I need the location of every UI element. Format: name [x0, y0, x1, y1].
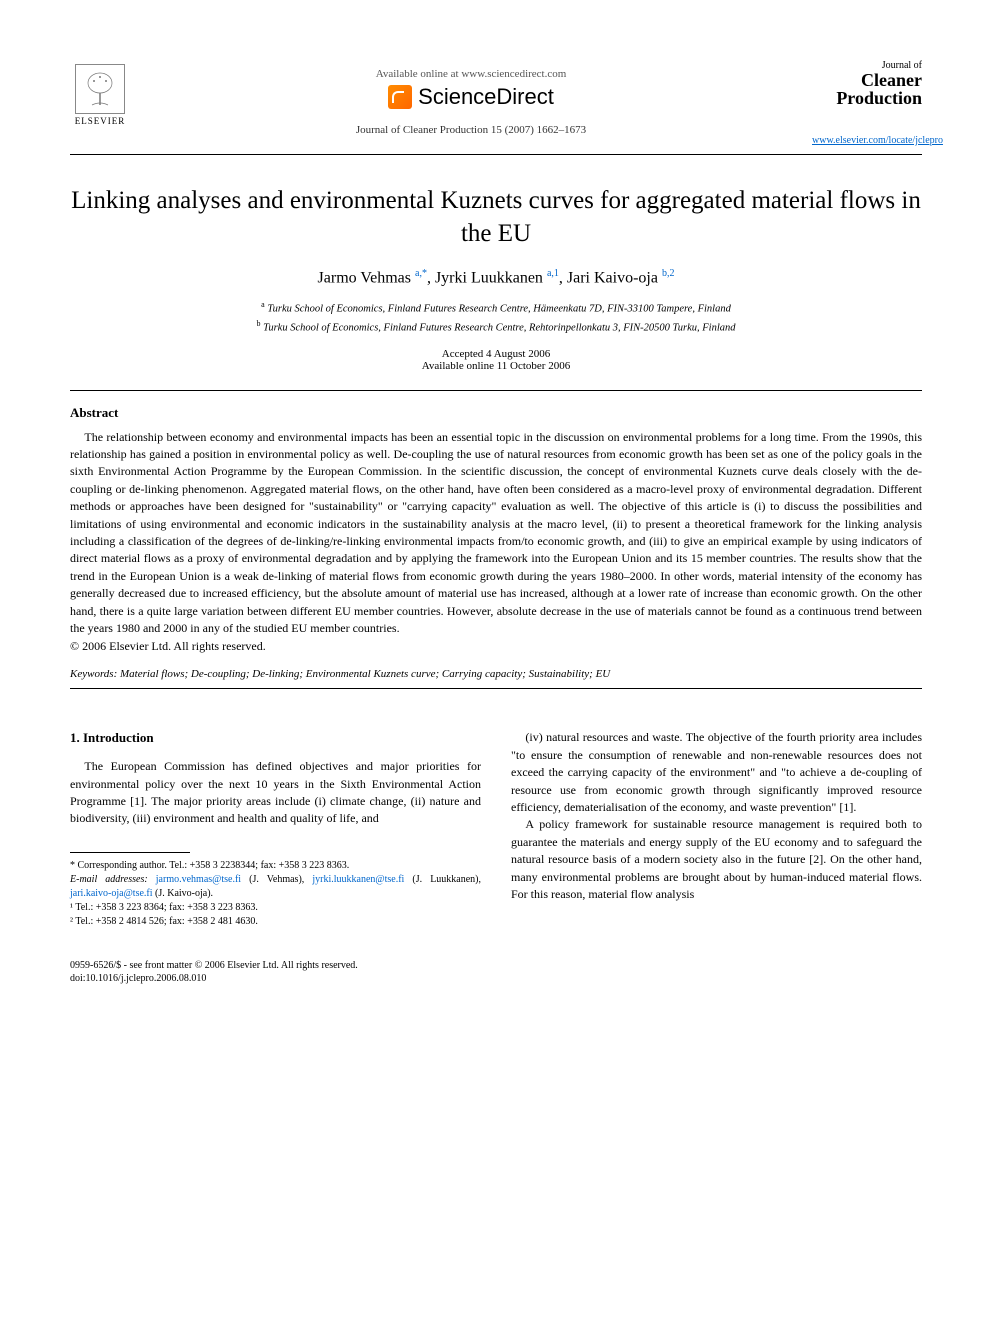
- email-link-3[interactable]: jari.kaivo-oja@tse.fi: [70, 888, 153, 899]
- affiliation-b-sup: b: [256, 319, 260, 328]
- author-3-sup: b,2: [662, 268, 675, 279]
- column-left: 1. Introduction The European Commission …: [70, 729, 481, 928]
- journal-header: ELSEVIER Available online at www.science…: [70, 60, 922, 146]
- divider: [70, 390, 922, 391]
- elsevier-label: ELSEVIER: [75, 116, 126, 126]
- center-header: Available online at www.sciencedirect.co…: [130, 60, 812, 136]
- sciencedirect-text: ScienceDirect: [418, 84, 554, 110]
- affiliation-a-sup: a: [261, 300, 265, 309]
- keywords-label: Keywords:: [70, 668, 117, 680]
- affiliation-b: b Turku School of Economics, Finland Fut…: [70, 318, 922, 336]
- email-label: E-mail addresses:: [70, 874, 148, 885]
- issn-line: 0959-6526/$ - see front matter © 2006 El…: [70, 959, 358, 972]
- col2-para1: (iv) natural resources and waste. The ob…: [511, 729, 922, 816]
- keywords-text: Material flows; De-coupling; De-linking;…: [120, 668, 610, 680]
- online-date: Available online 11 October 2006: [70, 360, 922, 372]
- journal-homepage-link[interactable]: www.elsevier.com/locate/jclepro: [812, 135, 922, 146]
- available-online-text: Available online at www.sciencedirect.co…: [130, 68, 812, 80]
- sciencedirect-icon: [388, 85, 412, 109]
- email-link-1[interactable]: jarmo.vehmas@tse.fi: [156, 874, 241, 885]
- article-title: Linking analyses and environmental Kuzne…: [70, 185, 922, 250]
- page-footer: 0959-6526/$ - see front matter © 2006 El…: [70, 959, 922, 985]
- footer-left: 0959-6526/$ - see front matter © 2006 El…: [70, 959, 358, 985]
- footnote-separator: [70, 852, 190, 853]
- author-3: Jari Kaivo-oja: [567, 269, 658, 286]
- col1-para1: The European Commission has defined obje…: [70, 758, 481, 828]
- email-who-1: (J. Vehmas),: [249, 874, 304, 885]
- copyright-text: © 2006 Elsevier Ltd. All rights reserved…: [70, 639, 922, 654]
- author-list: Jarmo Vehmas a,*, Jyrki Luukkanen a,1, J…: [70, 268, 922, 287]
- affiliations: a Turku School of Economics, Finland Fut…: [70, 299, 922, 335]
- abstract-text: The relationship between economy and env…: [70, 429, 922, 638]
- journal-logo: Journal of Cleaner Production www.elsevi…: [812, 60, 922, 146]
- col2-para2: A policy framework for sustainable resou…: [511, 816, 922, 903]
- abstract-heading: Abstract: [70, 405, 922, 421]
- affiliation-a-text: Turku School of Economics, Finland Futur…: [267, 304, 731, 315]
- author-2-sup: a,1: [547, 268, 559, 279]
- journal-logo-line2: Production: [812, 89, 922, 107]
- corresponding-author: * Corresponding author. Tel.: +358 3 223…: [70, 859, 481, 873]
- affiliation-b-text: Turku School of Economics, Finland Futur…: [263, 322, 735, 333]
- journal-logo-line1: Cleaner: [812, 71, 922, 89]
- author-1-sup: a,*: [415, 268, 427, 279]
- footnotes: * Corresponding author. Tel.: +358 3 223…: [70, 859, 481, 929]
- keywords: Keywords: Material flows; De-coupling; D…: [70, 668, 922, 680]
- section-1-heading: 1. Introduction: [70, 729, 481, 748]
- email-addresses: E-mail addresses: jarmo.vehmas@tse.fi (J…: [70, 873, 481, 901]
- email-who-2: (J. Luukkanen),: [412, 874, 481, 885]
- doi-line: doi:10.1016/j.jclepro.2006.08.010: [70, 972, 358, 985]
- accepted-date: Accepted 4 August 2006: [70, 348, 922, 360]
- elsevier-logo: ELSEVIER: [70, 60, 130, 130]
- sciencedirect-brand: ScienceDirect: [130, 84, 812, 110]
- divider: [70, 154, 922, 155]
- email-who-3: (J. Kaivo-oja).: [155, 888, 213, 899]
- author-1: Jarmo Vehmas: [318, 269, 411, 286]
- footnote-1: ¹ Tel.: +358 3 223 8364; fax: +358 3 223…: [70, 901, 481, 915]
- journal-reference: Journal of Cleaner Production 15 (2007) …: [130, 124, 812, 136]
- author-2: Jyrki Luukkanen: [435, 269, 543, 286]
- divider: [70, 688, 922, 689]
- elsevier-tree-icon: [75, 64, 125, 114]
- footnote-2: ² Tel.: +358 2 4814 526; fax: +358 2 481…: [70, 915, 481, 929]
- body-columns: 1. Introduction The European Commission …: [70, 729, 922, 928]
- email-link-2[interactable]: jyrki.luukkanen@tse.fi: [312, 874, 404, 885]
- affiliation-a: a Turku School of Economics, Finland Fut…: [70, 299, 922, 317]
- article-dates: Accepted 4 August 2006 Available online …: [70, 348, 922, 372]
- column-right: (iv) natural resources and waste. The ob…: [511, 729, 922, 928]
